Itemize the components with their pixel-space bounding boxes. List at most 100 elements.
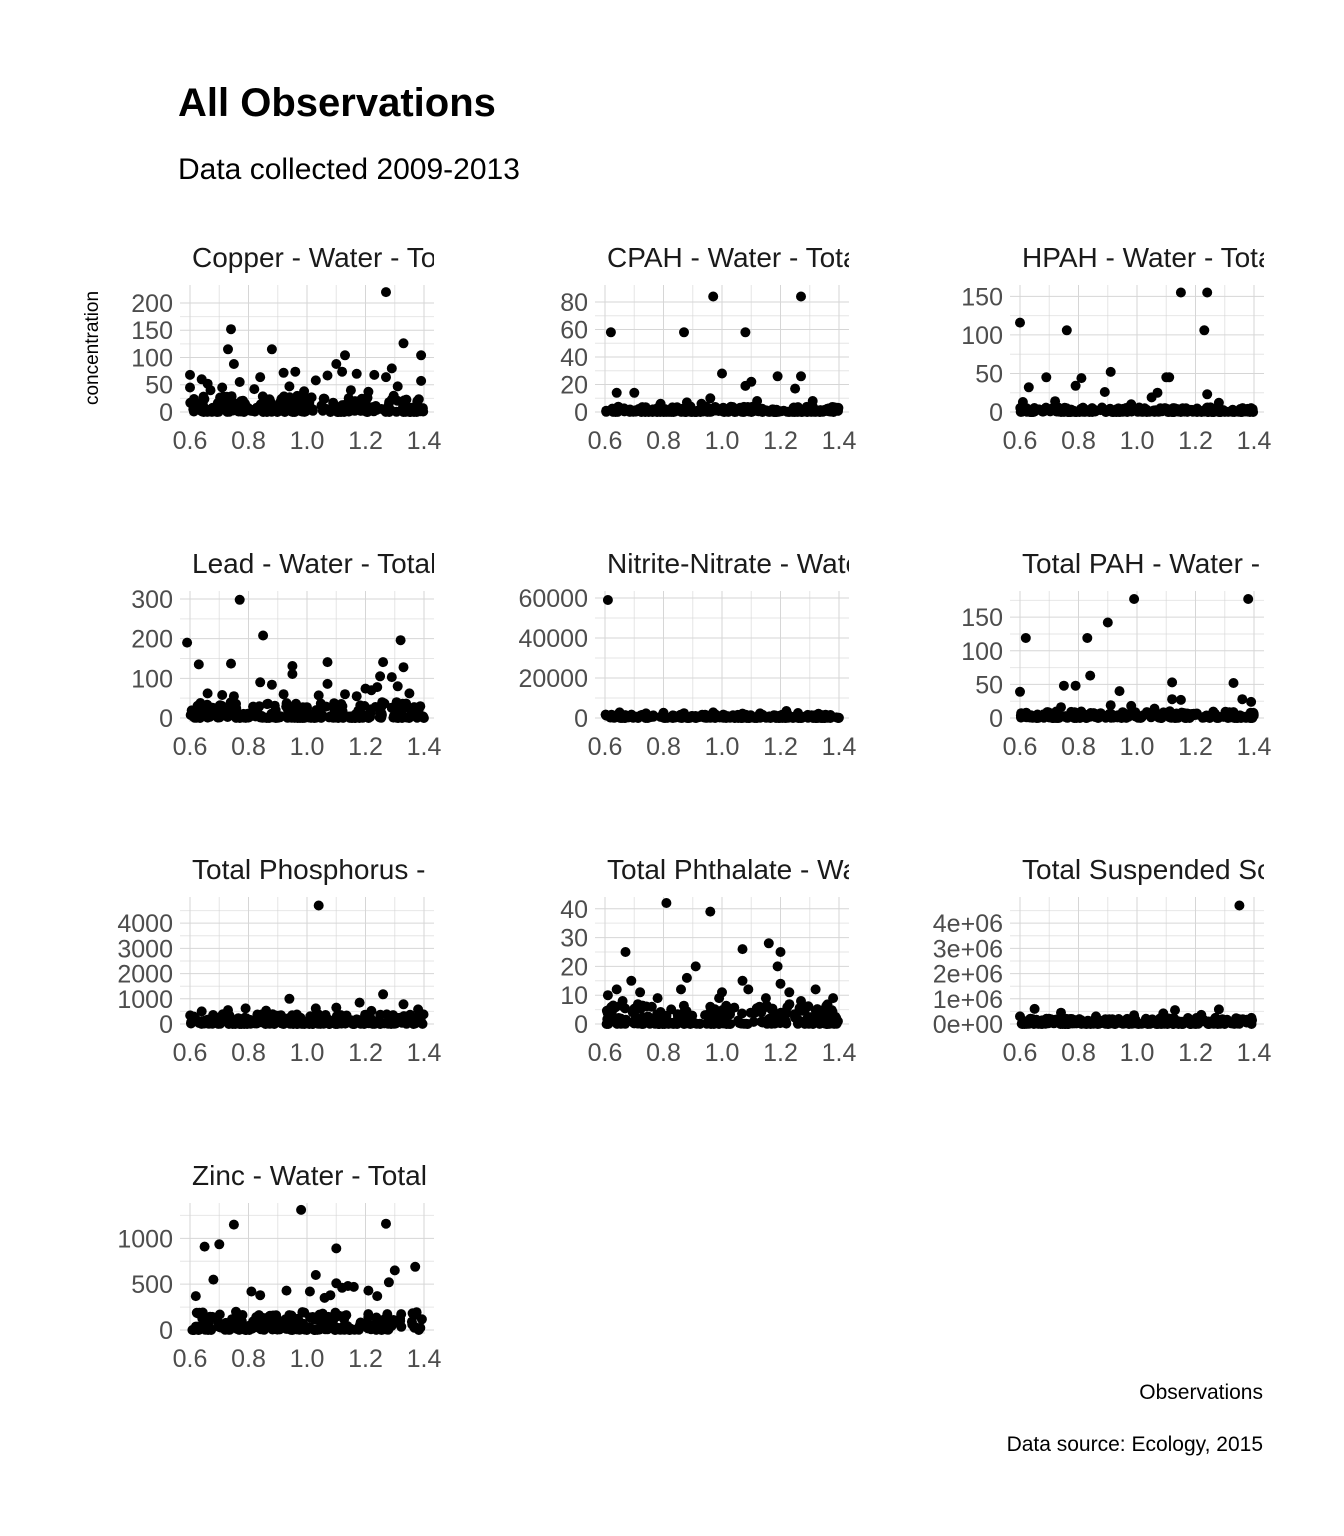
data-point [416, 375, 427, 386]
data-point [633, 1018, 644, 1029]
data-point [1085, 670, 1096, 681]
data-point [395, 635, 406, 646]
data-point [679, 327, 689, 338]
data-point [636, 1003, 646, 1014]
data-point [1015, 710, 1026, 721]
data-point [1056, 1007, 1066, 1018]
data-point [345, 385, 356, 396]
data-point [299, 386, 310, 397]
data-point [641, 708, 651, 719]
data-point [1129, 594, 1140, 604]
data-point [287, 661, 298, 671]
data-point [1181, 404, 1192, 415]
data-point [605, 327, 616, 338]
data-point [261, 1005, 272, 1016]
data-point [652, 993, 663, 1004]
data-point [185, 369, 195, 380]
data-point [330, 712, 341, 723]
data-point [1229, 713, 1240, 723]
y-tick-label: 2e+06 [933, 961, 1003, 989]
data-point [331, 1243, 342, 1254]
data-point [688, 1018, 699, 1029]
y-tick-label: 150 [961, 604, 1003, 632]
data-point [363, 713, 374, 723]
data-point [240, 398, 250, 409]
data-point [398, 999, 409, 1010]
data-point [255, 1290, 266, 1301]
x-tick-label: 1.0 [1120, 427, 1155, 455]
y-tick-label: 0 [574, 1011, 588, 1039]
data-point [1204, 713, 1215, 723]
data-point [322, 370, 333, 381]
data-point [193, 711, 204, 722]
data-point [813, 708, 824, 719]
data-point [1175, 694, 1186, 705]
x-tick-label: 1.2 [1178, 1039, 1213, 1067]
data-point [1167, 677, 1178, 688]
y-tick-label: 20 [560, 372, 588, 400]
x-tick-label: 1.4 [822, 427, 857, 455]
x-tick-label: 1.2 [763, 733, 798, 761]
y-tick-label: 1000 [117, 986, 173, 1014]
data-point [321, 403, 331, 414]
data-point [829, 1018, 840, 1029]
facet-strip-title: Total Phosphorus - [192, 854, 425, 885]
data-point [203, 1325, 214, 1335]
data-point [740, 380, 751, 391]
x-tick-label: 1.0 [290, 1039, 325, 1067]
data-point [383, 1277, 394, 1288]
data-point [287, 1323, 298, 1334]
data-point [767, 1003, 778, 1014]
data-point [319, 1319, 330, 1330]
data-point [1020, 633, 1031, 643]
data-point [287, 669, 298, 679]
y-tick-label: 20 [560, 953, 588, 981]
data-point [199, 1241, 210, 1252]
data-point [234, 377, 245, 387]
y-tick-label: 3000 [117, 935, 173, 963]
data-point [351, 368, 362, 379]
data-point [214, 1239, 225, 1250]
x-tick-label: 1.0 [1120, 733, 1155, 761]
data-point [602, 595, 613, 605]
data-point [322, 678, 333, 689]
x-tick-label: 1.2 [1178, 733, 1213, 761]
y-tick-label: 3e+06 [933, 935, 1003, 963]
data-point [381, 1218, 391, 1229]
data-point [226, 658, 236, 669]
facet-strip-title: Copper - Water - Tot [192, 242, 444, 273]
data-point [392, 381, 403, 392]
data-point [307, 711, 318, 722]
data-point [208, 1274, 219, 1285]
x-tick-label: 1.4 [822, 1039, 857, 1067]
x-tick-label: 1.0 [290, 427, 325, 455]
data-point [366, 404, 377, 415]
chart-title: All Observations [178, 81, 496, 125]
data-point [216, 706, 227, 717]
data-point [1201, 403, 1212, 413]
data-point [1106, 709, 1117, 720]
data-point [696, 398, 707, 409]
data-point [611, 984, 622, 995]
x-tick-label: 1.0 [705, 733, 740, 761]
data-point [363, 1285, 374, 1296]
y-tick-label: 60 [560, 317, 588, 345]
data-point [223, 344, 233, 355]
y-tick-label: 0 [159, 1011, 173, 1039]
data-point [721, 1019, 732, 1029]
data-point [322, 657, 333, 668]
data-point [408, 1309, 419, 1319]
data-point [705, 906, 716, 917]
data-point [810, 984, 821, 995]
data-point [384, 407, 395, 417]
data-point [816, 406, 827, 417]
data-point [1218, 711, 1229, 722]
x-tick-label: 1.0 [1120, 1039, 1155, 1067]
data-point [1078, 406, 1088, 417]
data-point [1091, 1011, 1101, 1022]
data-point [278, 367, 289, 378]
data-point [629, 387, 640, 398]
